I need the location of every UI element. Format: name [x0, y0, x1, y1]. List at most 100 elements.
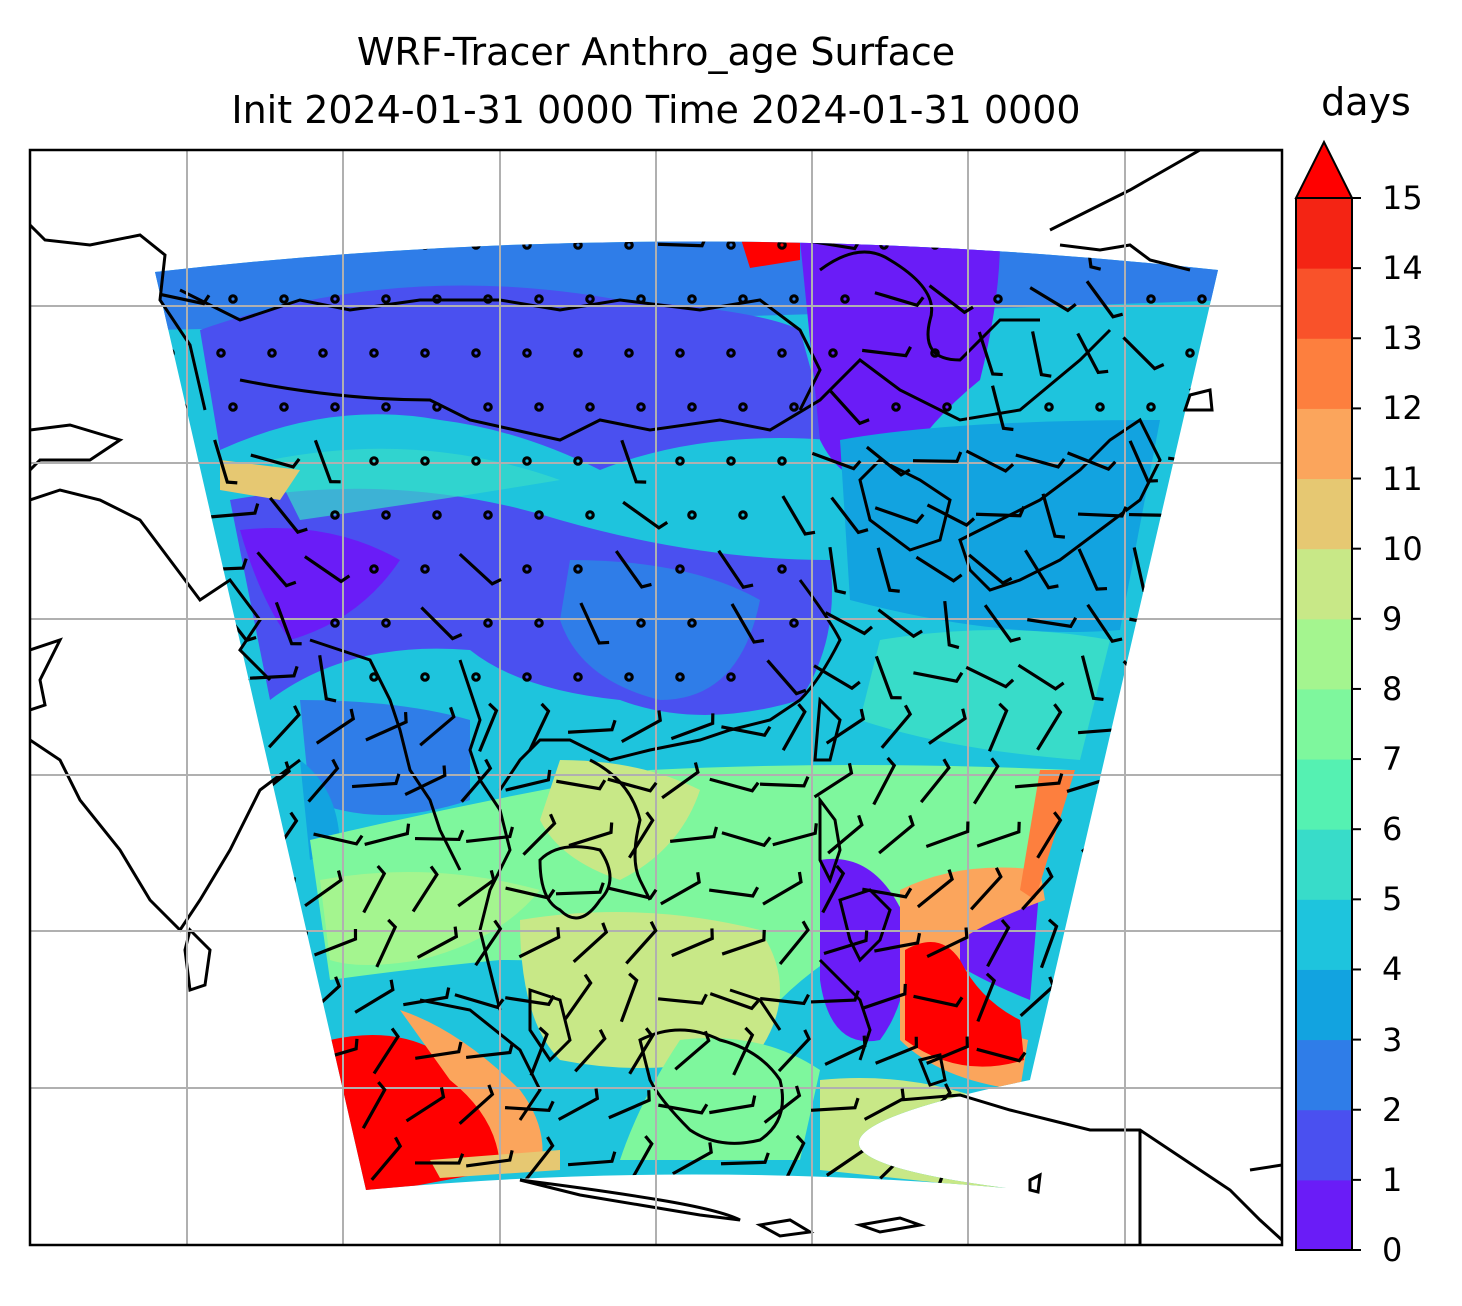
plot-title-line1: WRF-Tracer Anthro_age Surface [356, 30, 956, 74]
calm-wind-circle [471, 348, 481, 358]
wind-barb [608, 1090, 651, 1120]
wind-barb [1066, 1093, 1113, 1117]
wind-barb [1122, 660, 1165, 695]
calm-wind-circle [534, 402, 544, 412]
calm-wind-circle [471, 672, 481, 682]
calm-wind-circle [738, 294, 748, 304]
colorbar-tick-label: 15 [1382, 179, 1423, 217]
colorbar-segment [1296, 478, 1352, 550]
colorbar-tick-label: 1 [1382, 1160, 1403, 1199]
calm-wind-circle [687, 510, 697, 520]
calm-wind-circle [585, 510, 595, 520]
colorbar-tick-label: 6 [1382, 810, 1403, 849]
wind-barb [259, 1081, 285, 1129]
calm-wind-circle [726, 456, 736, 466]
wind-barb [720, 1152, 770, 1166]
colorbar-tick-label: 8 [1382, 669, 1403, 708]
wind-barb [168, 703, 197, 751]
wind-barb [315, 708, 356, 745]
wind-barb [313, 439, 341, 484]
colorbar-segment [1296, 198, 1352, 269]
wind-barb [874, 291, 925, 308]
colorbar-segment [1296, 899, 1352, 970]
colorbar-tick-label: 3 [1382, 1020, 1403, 1059]
calm-wind-circle [738, 402, 748, 412]
calm-wind-circle [165, 241, 175, 250]
wind-barb [671, 928, 714, 958]
wind-barb [925, 821, 970, 849]
wind-barb [556, 779, 607, 791]
colorbar-outline [1295, 198, 1353, 1251]
wind-barb [318, 655, 337, 703]
calm-wind-circle [330, 402, 340, 412]
wind-barb [403, 987, 451, 1007]
calm-wind-circle [318, 241, 328, 250]
wind-barb [1192, 702, 1213, 752]
calm-wind-circle [636, 618, 646, 628]
wind-barb [976, 972, 997, 1023]
wind-barb [1085, 280, 1124, 319]
colorbar-segment [1296, 829, 1352, 900]
wind-barb [160, 509, 211, 521]
wind-barb [928, 708, 967, 745]
colorbar-tick-label: 11 [1382, 459, 1423, 498]
wind-barb [830, 496, 869, 535]
calm-wind-circle [369, 456, 379, 466]
wind-barb [607, 886, 658, 900]
colorbar-segment [1296, 1109, 1352, 1181]
wind-barb [1128, 440, 1158, 483]
calm-wind-circle [420, 348, 430, 358]
colorbar-segment [1296, 688, 1352, 760]
wind-barb [1168, 985, 1215, 1008]
wind-barb [827, 814, 864, 855]
colorbar-tick-label: 5 [1382, 880, 1403, 919]
wind-barb [828, 546, 847, 595]
calm-wind-circle [1185, 348, 1195, 358]
wind-barb [557, 1088, 600, 1121]
wind-barb [781, 703, 807, 751]
wind-barb [1077, 548, 1108, 591]
wind-barb [155, 766, 193, 795]
wind-barb [313, 832, 364, 846]
calm-wind-circle [585, 294, 595, 304]
wind-barb [364, 823, 411, 846]
calm-wind-circle [726, 672, 736, 682]
wind-barb [813, 762, 854, 799]
calm-wind-circle [318, 348, 328, 358]
calm-wind-circle [471, 241, 481, 250]
wind-barb [370, 1136, 403, 1181]
wind-barb [351, 773, 401, 789]
calm-wind-circle [381, 294, 391, 304]
calm-wind-circle [636, 294, 646, 304]
calm-wind-circle [789, 618, 799, 628]
wind-barb [250, 877, 296, 901]
wind-barb [970, 867, 1003, 911]
wind-barb [415, 1041, 463, 1060]
wind-barb [208, 973, 234, 1022]
calm-wind-circle [840, 294, 850, 304]
wind-barb [568, 822, 614, 848]
wind-barb [250, 453, 301, 469]
wind-barb [778, 920, 810, 966]
wind-barb [1031, 331, 1052, 378]
calm-wind-circle [330, 618, 340, 628]
wind-barb [620, 439, 647, 484]
calm-wind-circle [675, 672, 685, 682]
wind-barb [877, 608, 923, 639]
colorbar-segment [1296, 1039, 1352, 1111]
calm-wind-circle [1134, 241, 1144, 250]
wind-barb [983, 604, 1021, 643]
calm-wind-circle [369, 348, 379, 358]
wind-barb [821, 864, 846, 914]
calm-wind-circle [687, 402, 697, 412]
calm-wind-circle [789, 294, 799, 304]
wind-barb [315, 1141, 356, 1177]
wind-barb [766, 659, 807, 696]
wind-barb [620, 710, 662, 744]
wind-barb [1167, 668, 1218, 680]
wind-barb [810, 990, 860, 1004]
wind-barb [862, 983, 907, 1010]
wind-barb [916, 869, 954, 909]
wind-barb [1083, 241, 1102, 271]
